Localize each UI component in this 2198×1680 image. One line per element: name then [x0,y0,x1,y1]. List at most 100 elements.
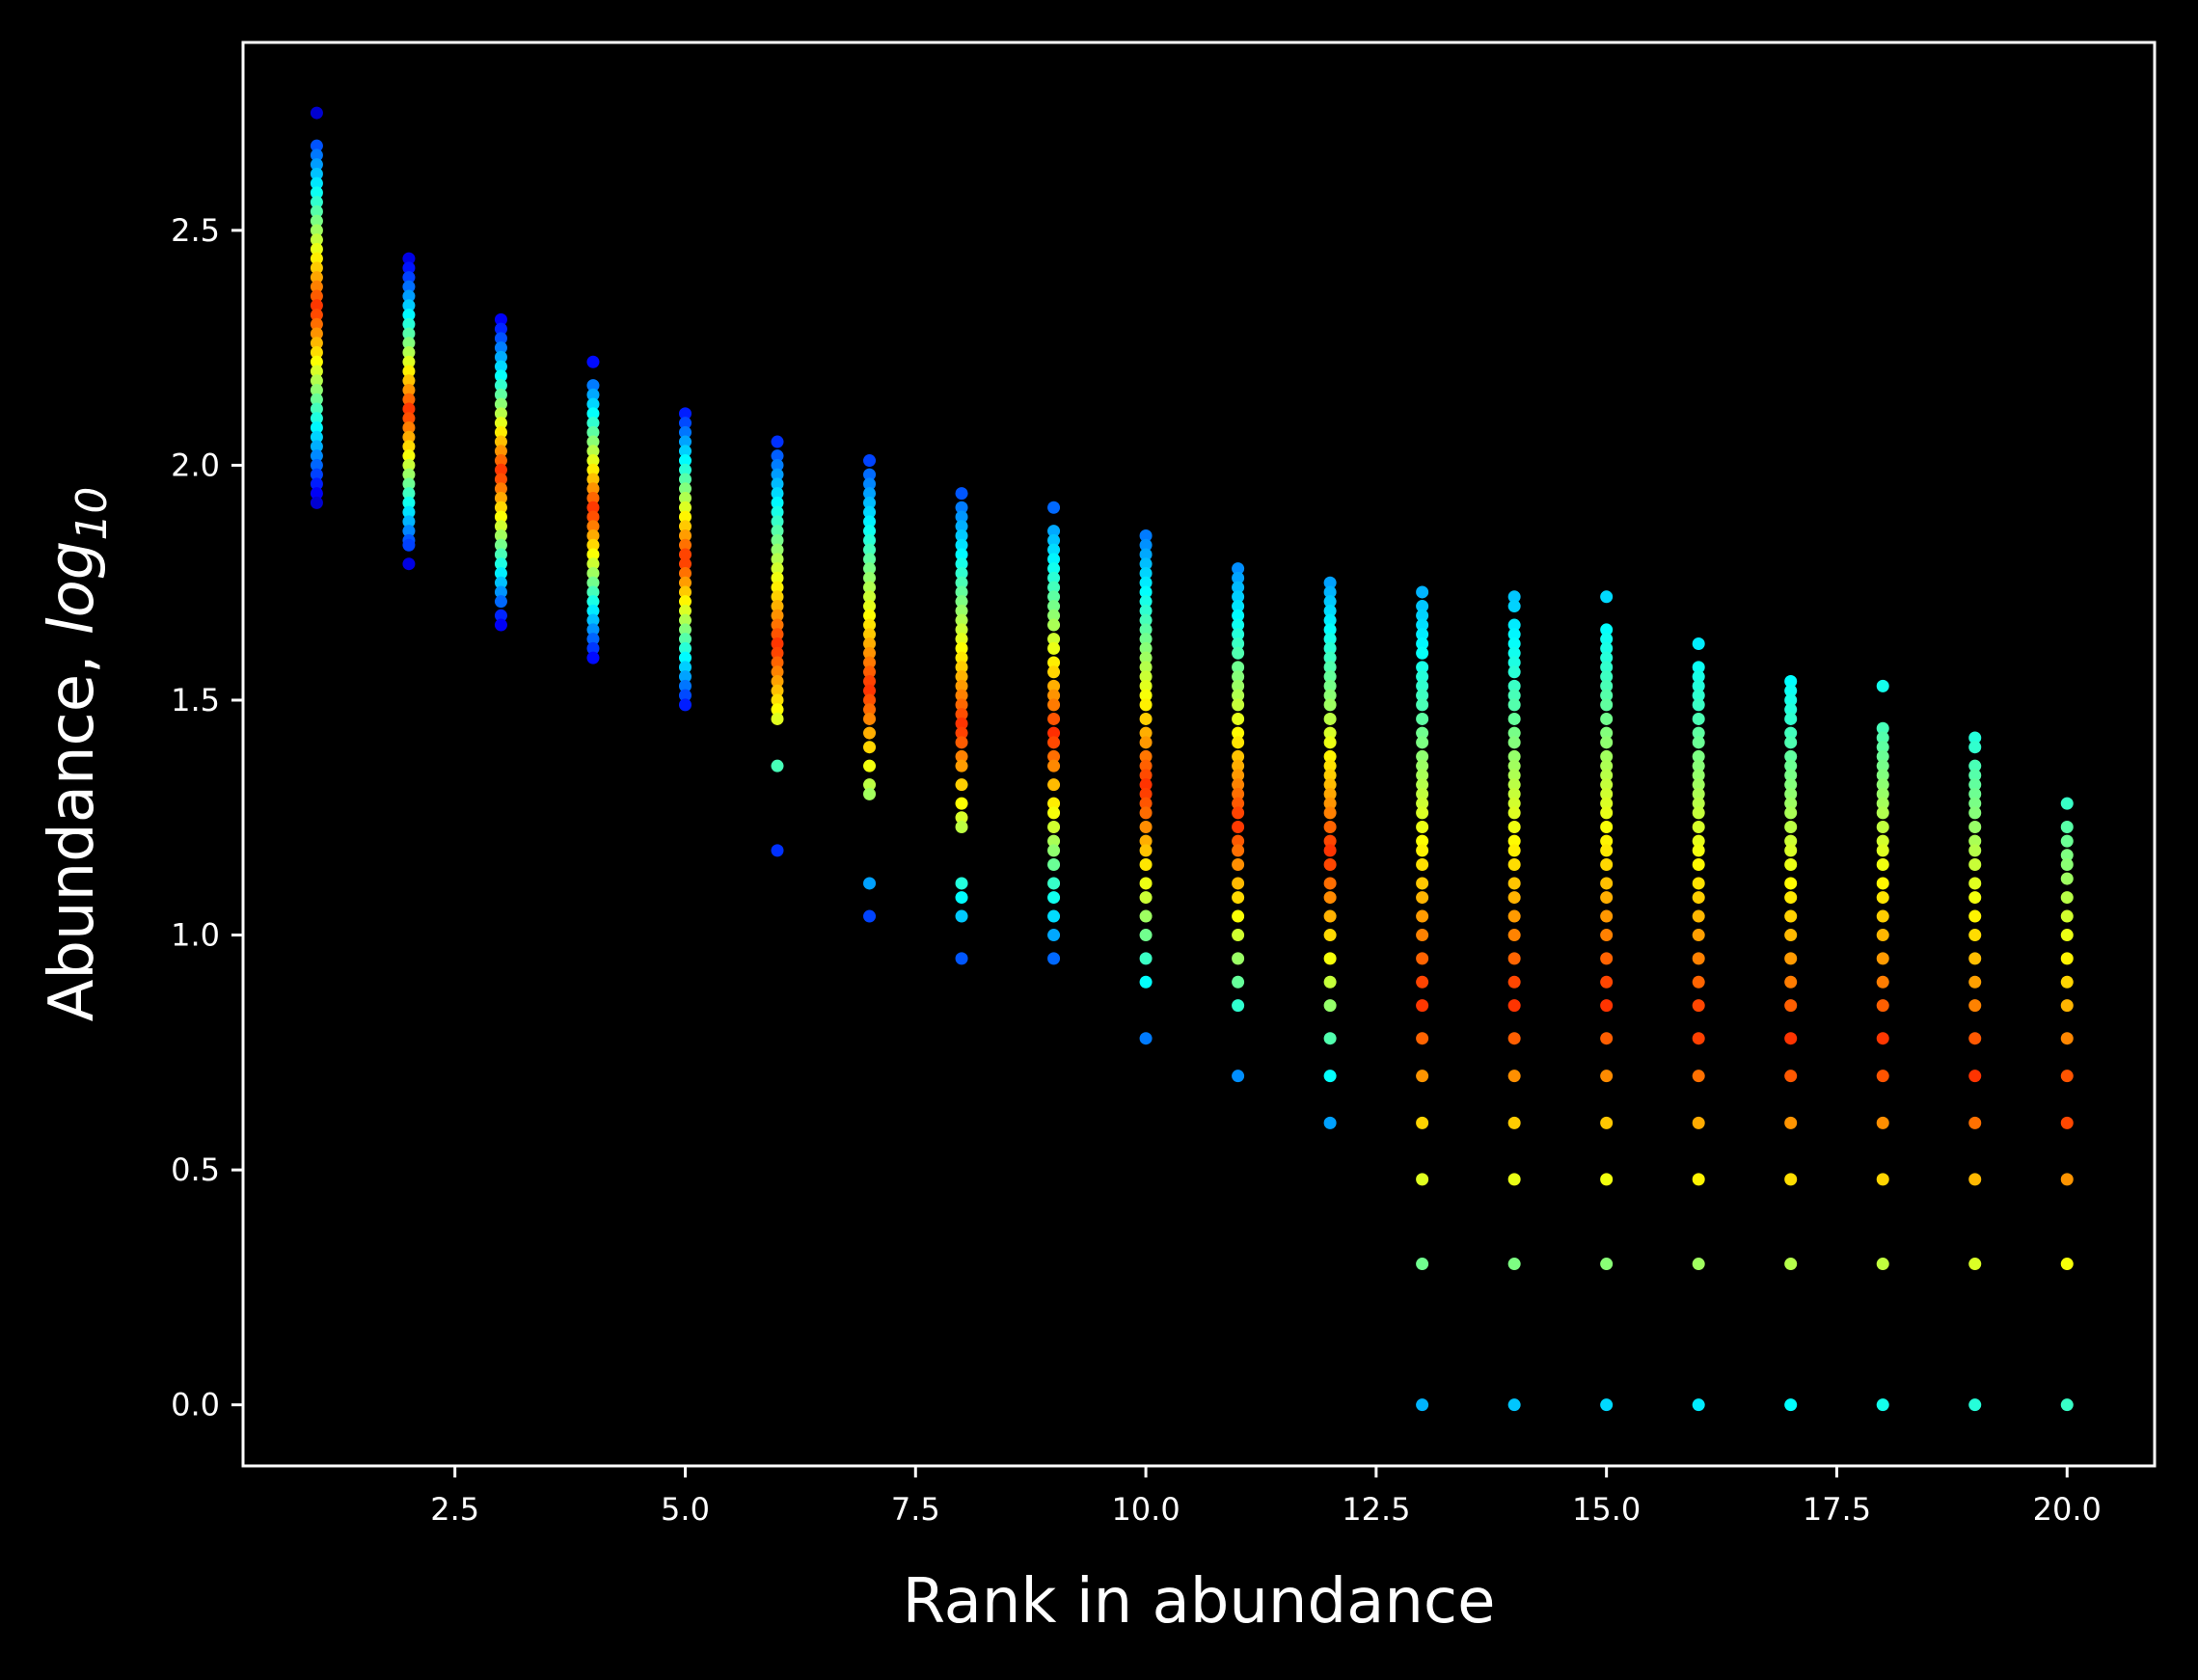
scatter-point [494,350,507,364]
scatter-point [1968,909,1982,923]
scatter-point [1692,769,1705,782]
scatter-point [1507,726,1521,740]
scatter-point [1876,821,1889,834]
scatter-point [494,492,507,505]
scatter-point [494,548,507,561]
scatter-point [863,477,877,491]
scatter-point [863,487,877,501]
scatter-point [1968,778,1982,792]
scatter-point [1600,797,1614,810]
scatter-point [771,477,784,491]
scatter-point [1692,778,1705,792]
scatter-point [678,689,692,702]
scatter-point [1416,712,1429,725]
scatter-point [1416,749,1429,763]
scatter-point [1416,834,1429,848]
scatter-point [402,280,416,293]
scatter-point [2060,821,2074,834]
scatter-point [1692,1258,1705,1271]
scatter-point [1600,787,1614,800]
scatter-point [771,590,784,604]
scatter-point [955,811,968,825]
scatter-point [863,618,877,632]
scatter-point [402,346,416,360]
scatter-point [494,576,507,589]
scatter-point [1139,576,1153,589]
scatter-point [2060,849,2074,862]
scatter-point [1968,999,1982,1013]
scatter-point [955,557,968,571]
scatter-point [402,505,416,519]
scatter-point [678,641,692,655]
scatter-point [1968,731,1982,745]
scatter-point [955,651,968,664]
scatter-point [1416,1032,1429,1045]
scatter-point [1876,877,1889,890]
scatter-point [1139,604,1153,617]
scatter-point [2060,952,2074,965]
scatter-point [1232,736,1245,749]
scatter-point [863,454,877,468]
scatter-point [1784,1173,1798,1186]
scatter-point [1139,736,1153,749]
scatter-point [1968,891,1982,905]
scatter-point [1692,1398,1705,1412]
scatter-point [2060,929,2074,942]
scatter-point [955,708,968,721]
scatter-points [310,106,2074,1412]
scatter-point [1507,857,1521,871]
scatter-point [402,402,416,416]
scatter-point [1784,891,1798,905]
scatter-point [678,633,692,646]
scatter-point [1047,633,1061,646]
scatter-point [310,106,323,120]
scatter-point [2060,909,2074,923]
x-tick-label: 17.5 [1803,1491,1871,1528]
scatter-point [955,877,968,890]
scatter-point [1692,787,1705,800]
scatter-point [1139,975,1153,989]
scatter-point [863,553,877,566]
scatter-point [1507,769,1521,782]
scatter-point [310,355,323,368]
scatter-point [1047,689,1061,702]
scatter-point [863,726,877,740]
scatter-point [402,317,416,331]
scatter-point [402,355,416,368]
scatter-point [1047,590,1061,604]
scatter-point [310,261,323,275]
scatter-point [1507,749,1521,763]
scatter-point [586,407,600,420]
scatter-point [955,548,968,561]
scatter-point [1047,834,1061,848]
scatter-point [1232,661,1245,674]
scatter-point [310,420,323,434]
scatter-point [402,309,416,322]
scatter-point [1876,778,1889,792]
scatter-point [1139,661,1153,674]
scatter-point [494,397,507,411]
scatter-point [2060,999,2074,1013]
scatter-point [402,477,416,491]
scatter-point [1507,698,1521,712]
scatter-point [771,759,784,772]
scatter-point [771,674,784,688]
plot-frame [241,41,2157,1468]
scatter-point [1600,999,1614,1013]
scatter-point [1507,637,1521,651]
scatter-point [678,445,692,458]
scatter-point [771,665,784,679]
scatter-point [863,693,877,707]
scatter-point [863,674,877,688]
scatter-point [1600,909,1614,923]
scatter-point [771,515,784,528]
x-tick-label: 15.0 [1572,1491,1641,1528]
scatter-point [1139,557,1153,571]
scatter-point [494,388,507,401]
scatter-point [1784,909,1798,923]
scatter-point [1139,548,1153,561]
scatter-point [1232,952,1245,965]
scatter-point [1692,857,1705,871]
scatter-point [310,383,323,396]
scatter-point [1784,749,1798,763]
